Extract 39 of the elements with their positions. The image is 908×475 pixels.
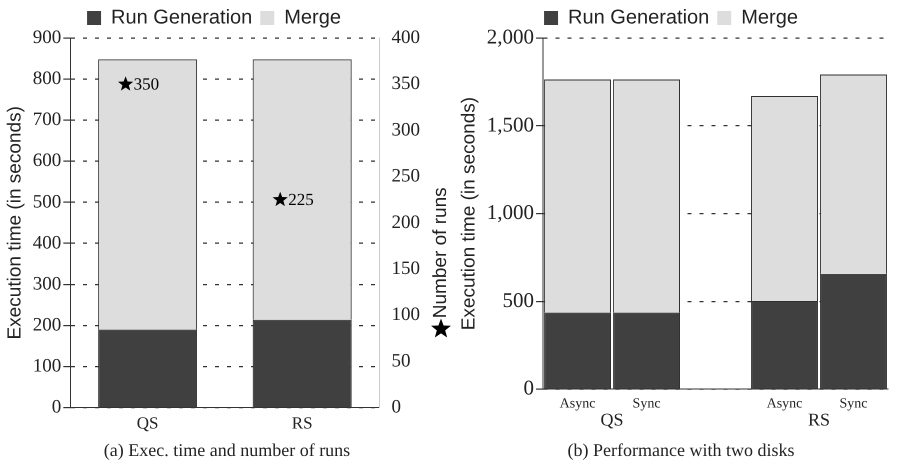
y-tick-label: 900 (32, 26, 62, 48)
y-axis-title: Execution time (in seconds) (4, 106, 26, 340)
y-axis-title: Execution time (in seconds) (458, 96, 480, 330)
y-tick-label: 400 (32, 232, 62, 254)
text: (b) Performance with two disks (566, 440, 796, 461)
y2-tick-label: 300 (392, 119, 420, 140)
y-tick-label: 100 (32, 356, 62, 377)
legend-label: Run Generation (568, 6, 710, 29)
x-tick-label: Sync (840, 396, 868, 412)
y-tick-label: 2,000 (486, 24, 534, 49)
y2-tick-label: 400 (392, 26, 420, 48)
y-tick-label: 500 (32, 191, 62, 212)
data-label: 350 (134, 74, 160, 94)
y2-tick-label: 0 (392, 396, 401, 418)
y-tick-label: 300 (32, 273, 62, 294)
y-tick-label: 800 (32, 68, 62, 90)
y2-tick-label: 350 (392, 73, 420, 94)
data-label: 225 (288, 190, 314, 210)
y-tick-label: 0 (524, 376, 534, 400)
x-tick-label: Sync (632, 396, 661, 412)
y2-tick-label: 100 (392, 304, 420, 326)
y-tick-label: 700 (32, 109, 62, 130)
y2-tick-label: 250 (392, 166, 420, 187)
legend-label: Merge (741, 6, 798, 29)
y-tick-label: 200 (32, 314, 62, 336)
legend-label: Run Generation (111, 6, 252, 29)
x-tick-label: Async (560, 396, 596, 412)
x-tick-label: Async (766, 396, 802, 412)
y-tick-label: 1,000 (486, 200, 534, 224)
y2-tick-label: 200 (392, 212, 420, 233)
text: (a) Exec. time and number of runs (102, 440, 352, 461)
y-tick-label: 500 (502, 288, 534, 312)
y2-axis-title: Number of runs (430, 187, 452, 318)
y-tick-label: 0 (52, 396, 62, 418)
y2-tick-label: 50 (392, 350, 410, 372)
legend-label: Merge (284, 6, 341, 29)
y2-tick-label: 150 (392, 258, 420, 279)
y-tick-label: 1,500 (486, 112, 534, 136)
y-tick-label: 600 (32, 150, 62, 172)
